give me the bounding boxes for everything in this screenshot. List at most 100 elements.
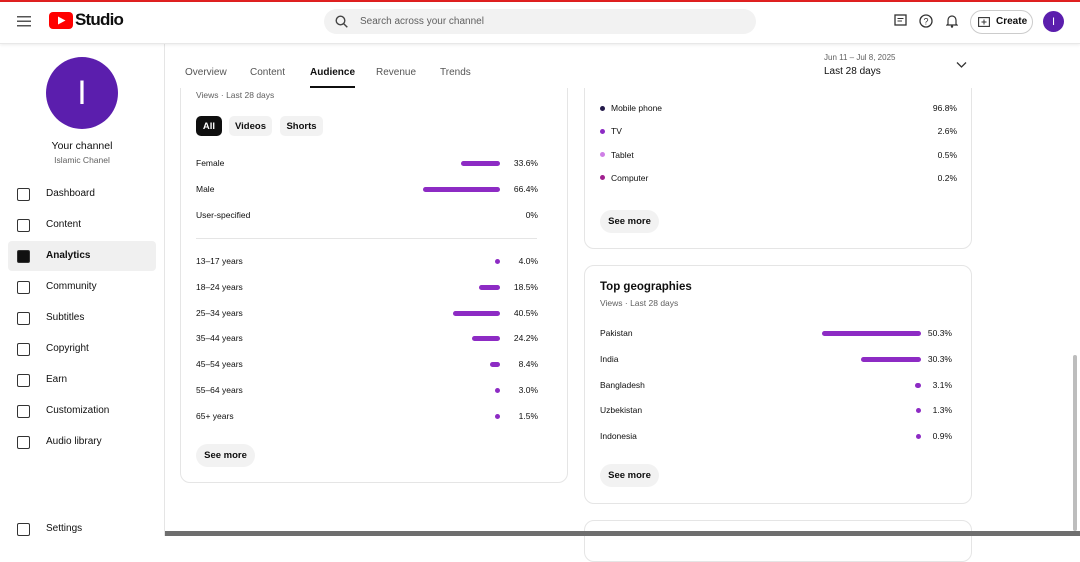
device-dot <box>600 152 605 158</box>
filter-chip[interactable]: Shorts <box>280 116 323 136</box>
tab[interactable]: Content <box>250 67 286 78</box>
top-accent <box>0 0 1080 2</box>
tab[interactable]: Audience <box>310 67 356 78</box>
row-bar <box>916 434 921 440</box>
gender-age-card: Views · Last 28 days All Videos Shorts Femal… <box>180 40 568 483</box>
device-dot <box>600 128 605 134</box>
row-label: 18–24 years <box>196 281 243 292</box>
row-value: 8.4% <box>518 359 538 370</box>
nav-item[interactable]: Subtitles <box>46 312 85 323</box>
row-label: Tablet <box>611 149 634 160</box>
row-label: 13–17 years <box>196 256 243 266</box>
nav-icon <box>17 343 30 356</box>
nav-icon <box>17 405 30 418</box>
device-dot <box>600 175 605 181</box>
row-label: Pakistan <box>600 328 633 338</box>
row-label: Indonesia <box>600 431 637 442</box>
nav-icon <box>17 188 30 201</box>
svg-text:?: ? <box>923 17 928 27</box>
nav-item[interactable]: Customization <box>46 405 110 416</box>
menu-icon[interactable] <box>17 15 31 27</box>
nav-item[interactable]: Content <box>46 219 82 230</box>
row-bar <box>916 408 921 414</box>
tab[interactable]: Trends <box>440 67 471 78</box>
row-bar <box>495 388 500 393</box>
nav-item[interactable]: Audio library <box>46 436 102 447</box>
row-bar <box>861 356 921 362</box>
search-box[interactable]: Search across your channel <box>324 9 756 34</box>
tab[interactable]: Revenue <box>376 67 417 78</box>
row-value: 3.0% <box>518 385 538 395</box>
card-subtitle: Views · Last 28 days <box>600 298 679 308</box>
channel-name: Islamic Chanel <box>54 155 110 165</box>
row-label: 35–44 years <box>196 333 243 344</box>
filter-chip[interactable]: All <box>196 116 222 136</box>
row-bar <box>478 284 500 290</box>
tab[interactable]: Overview <box>185 67 227 78</box>
nav-item[interactable]: Dashboard <box>46 188 95 199</box>
nav-icon <box>17 436 30 449</box>
row-bar <box>422 187 500 192</box>
window-bottom-edge <box>0 531 1080 536</box>
row-label: TV <box>611 126 622 137</box>
create-button[interactable]: Create <box>970 10 1033 34</box>
row-bar <box>495 413 500 419</box>
nav-item[interactable]: Analytics <box>46 250 91 261</box>
date-chevron[interactable] <box>956 61 967 69</box>
row-value: 30.3% <box>927 353 952 364</box>
row-value: 4.0% <box>518 256 538 266</box>
nav-icon <box>17 312 30 325</box>
see-more-button[interactable]: See more <box>196 444 255 467</box>
search-placeholder: Search across your channel <box>360 16 484 27</box>
row-label: Uzbekistan <box>600 405 643 416</box>
feedback-icon[interactable] <box>894 14 907 28</box>
next-card <box>584 520 972 562</box>
notifications-icon[interactable] <box>946 14 958 28</box>
filter-chip[interactable]: Videos <box>229 116 272 136</box>
nav-icon <box>17 250 30 263</box>
scrollbar-thumb[interactable] <box>1073 355 1077 531</box>
device-dot <box>600 105 605 111</box>
see-more-button[interactable]: See more <box>600 464 659 487</box>
row-bar <box>453 310 500 316</box>
channel-avatar[interactable]: I <box>46 57 118 129</box>
row-label: Female <box>196 158 225 168</box>
create-label: Create <box>996 16 1028 27</box>
nav-item[interactable]: Community <box>46 281 97 292</box>
row-label: User-specified <box>196 210 251 220</box>
date-range-label[interactable]: Last 28 days <box>824 66 881 77</box>
search-icon <box>335 15 348 28</box>
row-bar <box>495 259 500 264</box>
row-value: 2.6% <box>937 126 957 137</box>
row-label: 55–64 years <box>196 385 243 395</box>
account-avatar[interactable]: I <box>1043 11 1064 32</box>
row-value: 0.9% <box>932 431 952 442</box>
top-bar: Studio Search across your channel ? Crea… <box>0 2 1080 44</box>
row-value: 96.8% <box>932 103 957 113</box>
card-title: Top geographies <box>600 281 692 293</box>
row-value: 40.5% <box>513 307 538 318</box>
row-value: 1.3% <box>932 405 952 416</box>
nav-item[interactable]: Copyright <box>46 343 89 354</box>
row-label: 25–34 years <box>196 307 243 318</box>
row-value: 0.2% <box>937 172 957 183</box>
see-more-button[interactable]: See more <box>600 210 659 233</box>
row-value: 18.5% <box>513 281 538 292</box>
nav-item[interactable]: Settings <box>46 523 83 534</box>
logo-text: Studio <box>75 10 124 29</box>
help-icon[interactable]: ? <box>919 14 933 28</box>
row-label: India <box>600 353 619 364</box>
tab-bar: Jun 11 – Jul 8, 2025 Last 28 days Overvi… <box>165 44 1080 88</box>
row-label: 65+ years <box>196 410 234 421</box>
nav-item[interactable]: Earn <box>46 374 68 385</box>
row-bar <box>471 336 500 342</box>
row-value: 66.4% <box>513 184 538 194</box>
row-label: Computer <box>611 172 649 183</box>
row-bar <box>821 331 921 336</box>
logo-icon <box>49 12 73 29</box>
row-bar <box>490 362 500 368</box>
nav-icon <box>17 219 30 232</box>
sidebar: I Your channel Islamic Chanel Dashboard C… <box>0 44 165 536</box>
row-value: 24.2% <box>513 333 538 344</box>
